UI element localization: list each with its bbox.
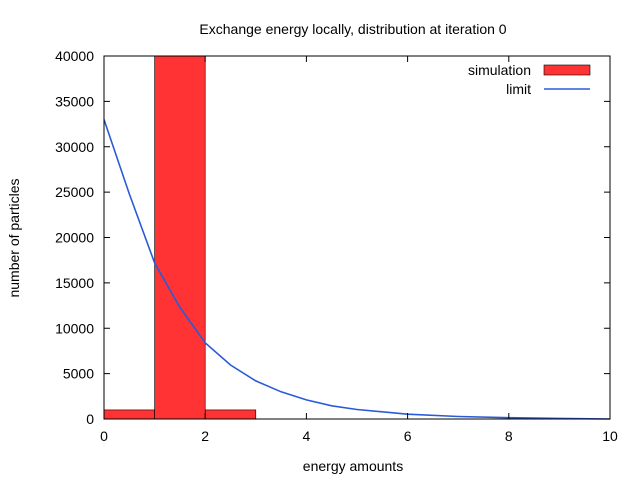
y-tick-label: 0 — [86, 411, 94, 427]
y-tick-label: 35000 — [55, 93, 94, 109]
legend-label-simulation: simulation — [468, 62, 531, 78]
legend-swatch-simulation — [543, 64, 591, 76]
x-tick-label: 8 — [505, 428, 513, 444]
legend: simulation limit — [468, 62, 591, 97]
y-axis-ticks: 0 5000 10000 15000 20000 25000 30000 35000 40000 — [55, 48, 610, 427]
y-tick-label: 30000 — [55, 139, 94, 155]
y-tick-label: 15000 — [55, 275, 94, 291]
chart-title: Exchange energy locally, distribution at… — [199, 21, 506, 37]
x-tick-label: 2 — [201, 428, 209, 444]
x-tick-label: 4 — [303, 428, 311, 444]
x-tick-label: 6 — [404, 428, 412, 444]
x-axis-label: energy amounts — [303, 458, 403, 474]
y-tick-label: 20000 — [55, 230, 94, 246]
bar-1 — [154, 55, 206, 420]
y-tick-label: 40000 — [55, 48, 94, 64]
bar-0 — [103, 409, 155, 420]
simulation-bars — [103, 55, 257, 420]
x-axis-ticks: 0 2 4 6 8 10 — [100, 56, 618, 444]
x-tick-label: 10 — [602, 428, 618, 444]
y-tick-label: 5000 — [63, 366, 94, 382]
limit-curve-group — [103, 119, 611, 420]
limit-line — [103, 119, 611, 420]
y-axis-label: number of particles — [6, 178, 22, 297]
y-tick-label: 10000 — [55, 320, 94, 336]
y-tick-label: 25000 — [55, 184, 94, 200]
x-tick-label: 0 — [100, 428, 108, 444]
bar-2 — [204, 409, 257, 420]
legend-label-limit: limit — [506, 81, 531, 97]
